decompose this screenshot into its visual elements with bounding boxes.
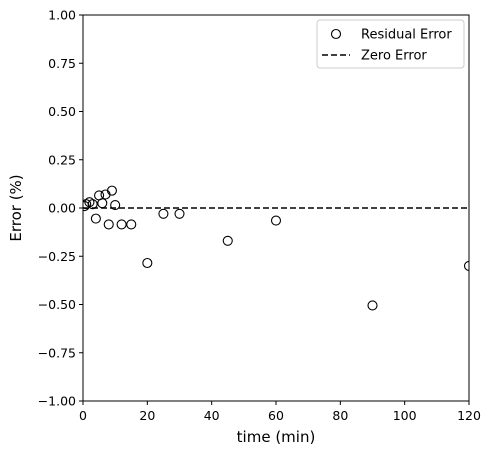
residual-point: [142, 257, 153, 269]
x-tick-label: 120: [457, 408, 481, 423]
legend: Residual Error Zero Error: [316, 19, 465, 69]
x-tick-label: 0: [79, 408, 87, 423]
x-axis-label: time (min): [237, 428, 316, 446]
y-tick-label: 0.25: [48, 152, 76, 167]
residual-point: [463, 260, 469, 271]
residual-point: [83, 199, 92, 210]
x-tick-label: 100: [393, 408, 417, 423]
plot-area: [83, 185, 469, 311]
residual-point: [126, 219, 137, 230]
legend-label-residual: Residual Error: [361, 28, 452, 43]
y-tick-label: 1.00: [48, 8, 76, 23]
residual-points: [83, 185, 469, 311]
y-tick-label: −0.75: [38, 345, 76, 360]
residual-point: [90, 213, 101, 224]
legend-marker-residual-icon: [330, 28, 342, 40]
legend-box: [316, 19, 465, 69]
legend-label-zero: Zero Error: [361, 49, 427, 64]
residual-point: [174, 208, 185, 219]
residual-point: [222, 235, 233, 246]
y-axis-ticks: −1.00 −0.75 −0.50 −0.25 0.00 0.25 0.50 0.75 1.00: [38, 8, 83, 409]
residual-point: [100, 189, 111, 200]
residual-point: [106, 185, 117, 196]
residual-point: [103, 219, 114, 230]
y-tick-label: 0.00: [48, 201, 76, 216]
residual-point: [367, 300, 378, 311]
x-tick-label: 60: [268, 408, 284, 423]
residual-point: [270, 215, 282, 226]
residual-point: [84, 197, 95, 208]
residual-point: [116, 219, 127, 230]
residual-point: [87, 199, 98, 210]
x-tick-label: 40: [204, 408, 220, 423]
residual-point: [97, 198, 108, 209]
y-tick-label: 0.75: [48, 56, 76, 71]
y-tick-label: −0.25: [38, 249, 76, 264]
residual-point: [158, 208, 169, 219]
y-axis-label: Error (%): [7, 174, 25, 241]
x-tick-label: 80: [332, 408, 348, 423]
residual-point: [110, 200, 121, 211]
x-tick-label: 20: [139, 408, 155, 423]
x-axis-ticks: 0 20 40 60 80 100 120: [79, 401, 481, 423]
y-tick-label: −0.50: [38, 297, 76, 312]
y-tick-label: 0.50: [48, 104, 76, 119]
y-tick-label: −1.00: [38, 394, 76, 409]
